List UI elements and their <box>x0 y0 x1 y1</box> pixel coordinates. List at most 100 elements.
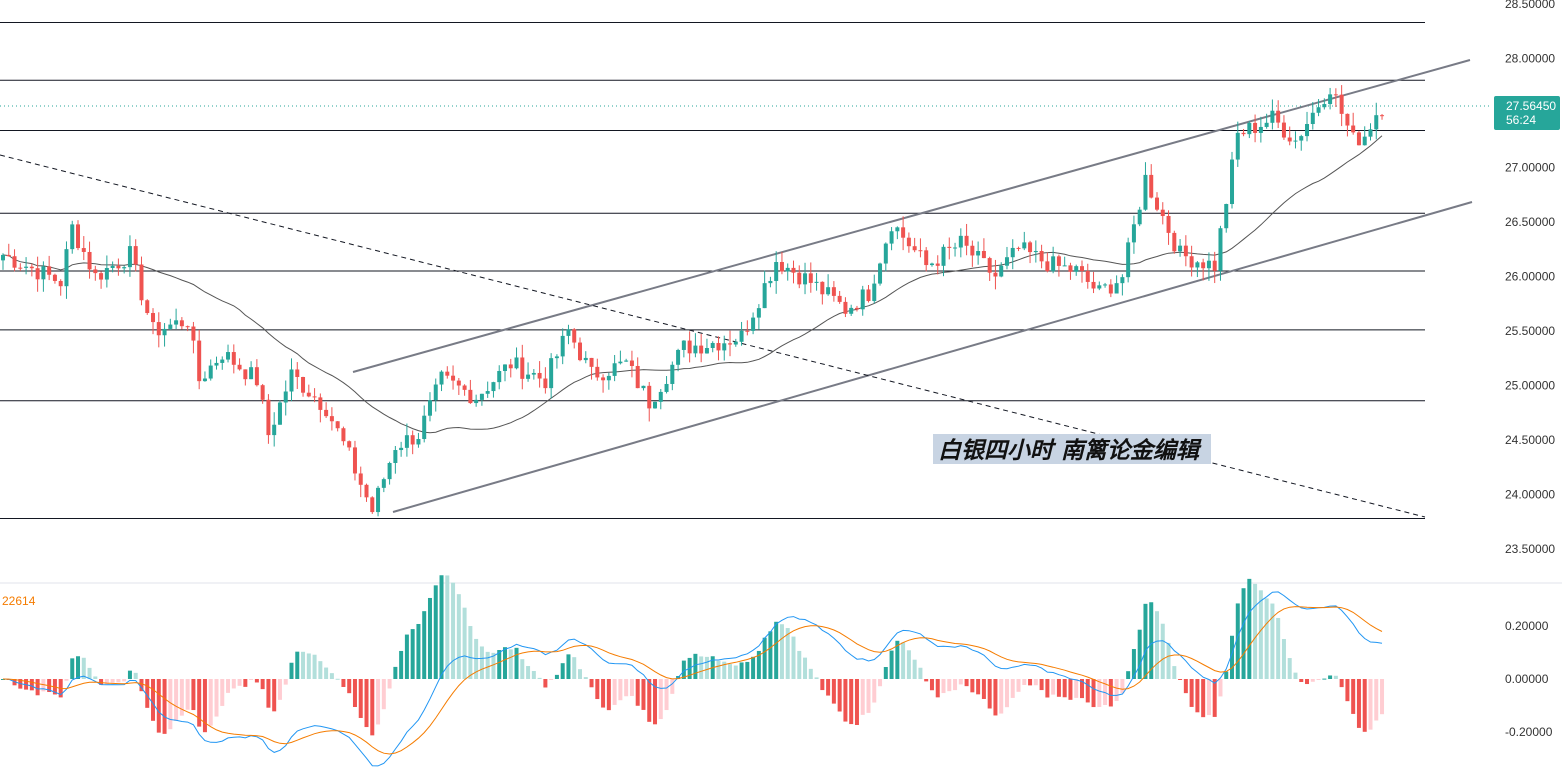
macd-histogram-bar <box>226 679 231 693</box>
macd-histogram-bar <box>301 651 306 679</box>
moving-average <box>2 135 1383 434</box>
macd-histogram-bar <box>860 679 865 715</box>
candle-body <box>456 380 461 386</box>
macd-histogram-bar <box>941 679 946 694</box>
macd-histogram-bar <box>826 679 831 696</box>
macd-histogram-bar <box>1155 611 1159 679</box>
candle-body <box>416 439 421 445</box>
macd-histogram-bar <box>693 653 698 679</box>
candle-body <box>935 263 940 266</box>
candle-body <box>1120 277 1125 284</box>
macd-histogram-bar <box>883 666 888 679</box>
macd-histogram-bar <box>1253 583 1258 679</box>
candle-body <box>1328 94 1333 105</box>
macd-histogram-bar <box>1172 666 1177 679</box>
candle-body <box>445 371 450 376</box>
channel-lower-line <box>392 201 1473 513</box>
candle-body <box>58 280 63 287</box>
price-tick-label: 28.00000 <box>1505 52 1555 66</box>
candle-body <box>1362 136 1367 146</box>
candle-body <box>474 399 479 404</box>
candle-body <box>1160 209 1165 217</box>
macd-histogram-bar <box>202 679 207 733</box>
candle-body <box>168 324 173 329</box>
macd-histogram-bar <box>918 667 923 679</box>
macd-histogram-bar <box>214 679 219 717</box>
candle-body <box>283 391 288 403</box>
candle-body <box>595 366 600 378</box>
candle-body <box>324 409 329 417</box>
candle-body <box>520 357 525 379</box>
candle-body <box>1108 284 1113 294</box>
macd-histogram-bar <box>774 621 779 679</box>
annotation-text: 白银四小时 南篱论金编辑 <box>938 437 1202 464</box>
candle-body <box>18 267 23 269</box>
candle-body <box>883 243 888 264</box>
macd-histogram-bar <box>381 679 386 710</box>
candle-body <box>687 340 692 354</box>
candle-body <box>312 396 317 398</box>
macd-histogram-bar <box>104 679 109 685</box>
macd-histogram-bar <box>347 679 352 694</box>
candle-body <box>566 329 571 336</box>
macd-histogram-bar <box>1022 679 1027 685</box>
macd-histogram-bar <box>831 679 836 704</box>
macd-histogram-bar <box>924 679 929 682</box>
macd-histogram-bar <box>404 634 409 679</box>
candle-body <box>341 428 346 442</box>
candle-body <box>127 246 132 268</box>
macd-histogram-bar <box>1143 603 1148 679</box>
candle-body <box>462 385 467 390</box>
candle-body <box>376 487 381 513</box>
macd-histogram-bar <box>1166 642 1171 679</box>
macd-histogram-bar <box>722 661 727 679</box>
dashed-trend-line <box>0 154 1426 518</box>
macd-histogram-bar <box>254 679 259 683</box>
macd-histogram-bar <box>416 623 421 679</box>
macd-histogram-bar <box>145 679 150 708</box>
candle-body <box>289 369 294 392</box>
candle-body <box>831 287 836 296</box>
candle-body <box>318 397 323 410</box>
macd-histogram-bar <box>970 679 975 693</box>
annotation-bg <box>933 434 1211 464</box>
macd-histogram-bar <box>1010 679 1015 698</box>
candle-body <box>1201 262 1206 269</box>
macd-histogram-bar <box>901 642 906 679</box>
macd-histogram-bar <box>1074 679 1079 698</box>
macd-histogram-bar <box>87 667 92 679</box>
candle-body <box>243 369 248 380</box>
candlesticks <box>1 85 1385 517</box>
price-tick-label: 25.00000 <box>1505 379 1555 393</box>
price-tick-label: 23.50000 <box>1505 542 1555 556</box>
macd-histogram-bar <box>1062 679 1067 698</box>
macd-histogram-bar <box>1045 679 1050 698</box>
macd-histogram-bar <box>785 628 790 679</box>
price-tick-label: 26.00000 <box>1505 270 1555 284</box>
macd-histogram-bar <box>456 594 461 679</box>
macd-histogram-bar <box>1293 672 1298 679</box>
candle-body <box>1380 115 1385 117</box>
candle-body <box>249 367 254 380</box>
candle-body <box>12 256 17 268</box>
macd-histogram-bar <box>895 640 900 679</box>
macd-histogram-bar <box>849 679 854 725</box>
macd-histogram-bar <box>837 679 842 712</box>
macd-histogram-bar <box>947 679 952 692</box>
candle-body <box>820 281 825 295</box>
candle-body <box>803 273 808 285</box>
macd-histogram-bar <box>878 679 883 687</box>
last-price-label: 27.56450 <box>1506 99 1556 113</box>
macd-histogram-bar <box>399 650 404 679</box>
macd-histogram-bar <box>93 676 98 679</box>
candle-body <box>1195 262 1200 268</box>
candle-body <box>1374 115 1379 130</box>
macd-histogram-bar <box>179 679 184 716</box>
candle-body <box>756 308 761 318</box>
candle-body <box>676 349 681 365</box>
candle-body <box>612 363 617 376</box>
macd-histogram-bar <box>220 679 225 706</box>
candle-body <box>29 266 34 269</box>
macd-histogram-bar <box>191 679 196 711</box>
